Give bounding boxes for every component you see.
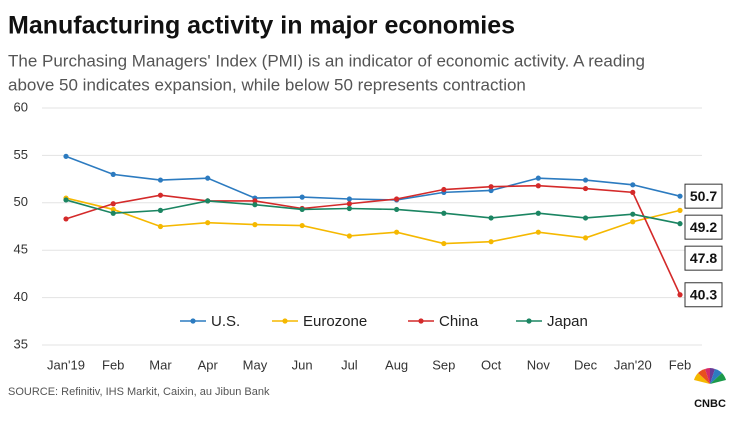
data-point (677, 292, 683, 298)
callout-label: 50.7 (690, 188, 717, 204)
source: SOURCE: Refinitiv, IHS Markit, Caixin, a… (8, 386, 270, 398)
data-point (299, 194, 305, 200)
legend-label: U.S. (211, 313, 240, 330)
callout-box (684, 183, 723, 209)
data-point (582, 215, 589, 221)
data-point (582, 235, 589, 241)
data-point (346, 205, 352, 212)
data-point (63, 216, 69, 222)
data-point (630, 189, 636, 195)
legend-swatch (190, 318, 196, 324)
data-point (110, 201, 116, 207)
data-point (346, 201, 352, 207)
x-tick-label: Jul (341, 357, 358, 372)
x-tick-label: Feb (669, 357, 691, 372)
data-point (110, 171, 116, 177)
y-tick-label: 40 (14, 289, 28, 304)
data-point (110, 210, 116, 216)
data-point (535, 183, 541, 189)
legend-swatch (282, 318, 288, 324)
data-point (582, 185, 589, 192)
callout-box (684, 282, 723, 308)
logo-icon (694, 368, 726, 384)
legend-label: Eurozone (303, 313, 367, 330)
callout-label: 47.8 (690, 250, 717, 266)
callout-label: 49.2 (690, 219, 717, 235)
data-point (535, 175, 541, 181)
data-point (677, 207, 683, 213)
data-point (157, 192, 164, 198)
data-point (488, 187, 494, 194)
data-point (488, 239, 494, 245)
x-tick-label: Dec (574, 357, 598, 372)
chart-subtitle: The Purchasing Managers' Index (PMI) is … (8, 51, 645, 70)
data-point (205, 198, 211, 204)
x-tick-label: Mar (149, 357, 172, 372)
data-point (252, 222, 258, 228)
x-tick-label: Jan'19 (47, 357, 85, 372)
y-tick-label: 60 (14, 99, 28, 114)
x-tick-label: Jun (292, 357, 313, 372)
legend-swatch (526, 318, 532, 324)
data-point (346, 196, 352, 202)
data-point (535, 210, 541, 216)
series-line (65, 184, 681, 296)
x-tick-label: Oct (481, 357, 502, 372)
legend-swatch (418, 318, 424, 324)
data-point (630, 182, 636, 188)
y-tick-label: 50 (14, 194, 28, 209)
series-line (65, 199, 681, 225)
data-point (535, 229, 541, 235)
data-point (110, 206, 116, 213)
data-point (63, 197, 69, 203)
x-tick-label: Sep (432, 357, 455, 372)
data-point (346, 233, 352, 239)
legend-label: China (439, 313, 479, 330)
logo: CNBC (694, 398, 726, 410)
data-point (252, 202, 258, 208)
data-point (677, 221, 683, 227)
callout-box (684, 214, 723, 240)
data-point (441, 186, 447, 193)
x-tick-label: Apr (198, 357, 219, 372)
data-point (441, 210, 447, 216)
data-point (441, 240, 447, 247)
data-point (394, 229, 400, 235)
y-tick-label: 45 (14, 242, 28, 257)
legend-label: Japan (547, 313, 588, 330)
data-point (63, 153, 69, 159)
callout-box (684, 245, 723, 271)
chart-title: Manufacturing activity in major economie… (8, 12, 515, 40)
data-point (394, 196, 400, 202)
data-point (205, 175, 211, 181)
data-point (394, 206, 400, 213)
data-point (488, 215, 494, 221)
data-point (488, 184, 494, 190)
data-point (630, 219, 636, 225)
data-point (582, 177, 589, 183)
data-point (299, 206, 305, 213)
data-point (630, 211, 636, 217)
data-point (677, 193, 683, 199)
data-point (252, 198, 258, 204)
x-tick-label: Aug (385, 357, 408, 372)
callout-label: 40.3 (690, 286, 717, 302)
x-tick-label: Jan'20 (614, 357, 652, 372)
chart-subtitle: above 50 indicates expansion, while belo… (8, 75, 526, 94)
x-tick-label: May (243, 357, 268, 372)
y-tick-label: 35 (14, 336, 28, 351)
data-point (157, 207, 164, 213)
data-point (157, 223, 164, 230)
data-point (205, 220, 211, 226)
series-line (65, 197, 681, 245)
data-point (157, 177, 164, 183)
series-line (65, 155, 681, 201)
data-point (299, 222, 305, 229)
x-tick-label: Nov (527, 357, 551, 372)
y-tick-label: 55 (14, 147, 28, 162)
x-tick-label: Feb (102, 357, 124, 372)
